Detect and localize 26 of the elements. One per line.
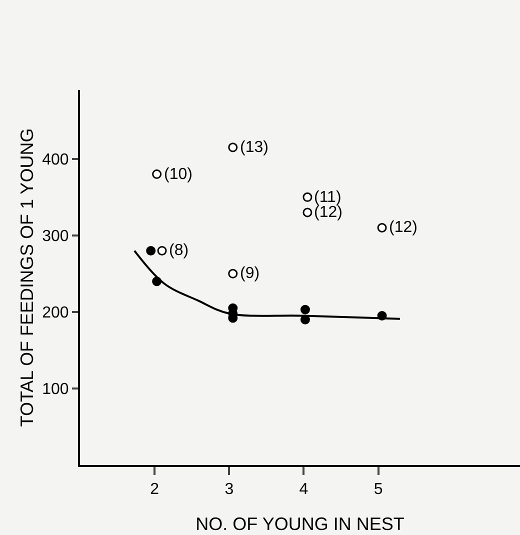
x-tick-label: 3 [224,481,234,498]
y-tick-label: 200 [42,304,69,322]
x-tick-label: 4 [299,481,308,498]
point [228,142,238,152]
point [157,246,167,256]
y-tick-label: 400 [42,151,69,168]
point [302,208,312,218]
point [302,192,312,202]
annotation: (13) [240,139,268,156]
point [146,246,156,256]
y-tick-label: 300 [42,228,69,246]
annotation: (10) [164,166,192,183]
point [152,169,162,179]
x-tick-label: 2 [150,481,160,498]
x-tick-label: 5 [374,481,383,498]
annotation: (9) [240,265,260,282]
annotation: (12) [389,219,418,236]
annotation: (8) [169,242,189,259]
y-tick-label: 100 [42,381,69,398]
x-axis-title: NO. OF YOUNG IN NEST [196,514,404,534]
point [377,223,387,233]
annotation: (12) [314,204,342,221]
annotation: (11) [314,189,342,206]
y-axis-title: TOTAL OF FEEDINGS OF 1 YOUNG [17,128,37,427]
point [300,304,310,314]
point [228,268,238,278]
